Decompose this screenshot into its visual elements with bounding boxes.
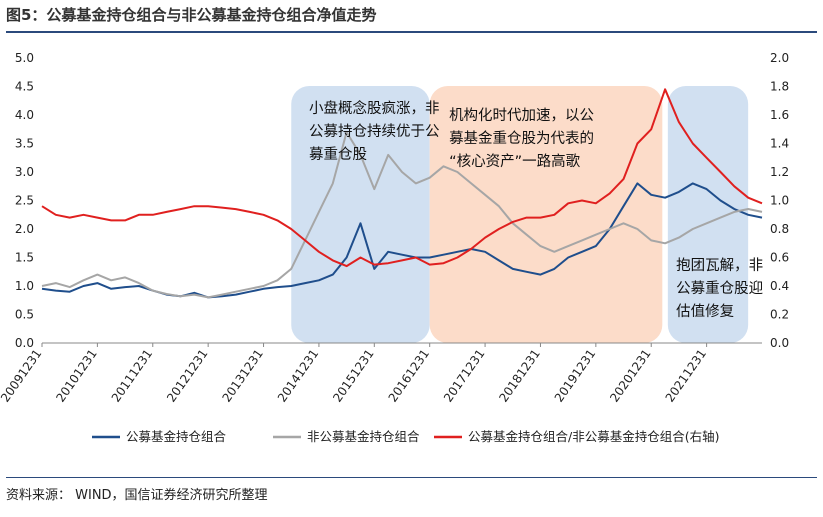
annotation-line: 公募持仓持续优于公 (309, 123, 440, 140)
right-axis-tick: 1.8 (770, 80, 789, 94)
shaded-region-2 (429, 86, 663, 343)
right-axis-tick: 1.4 (770, 137, 789, 151)
x-axis-tick: 20151231 (330, 347, 377, 405)
annotation-2: 机构化时代加速，以公募基金重仓股为代表的 “核心资产”一路高歌 (449, 107, 594, 170)
right-axis-tick: 0.6 (770, 251, 789, 265)
figure-title: 图5：公募基金持仓组合与非公募基金持仓组合净值走势 (6, 6, 377, 24)
left-axis-tick: 2.5 (15, 194, 34, 208)
source-note: 资料来源： WIND，国信证券经济研究所整理 (6, 488, 268, 503)
annotation-line: “核心资产”一路高歌 (449, 153, 581, 170)
x-axis-tick: 20101231 (53, 347, 100, 405)
left-axis-tick: 3.5 (15, 137, 34, 151)
right-axis-tick: 0.4 (770, 279, 789, 293)
left-axis-tick: 3.0 (15, 165, 34, 179)
x-axis-tick: 20111231 (109, 347, 156, 405)
annotation-line: 估值修复 (676, 302, 734, 320)
right-axis-tick: 1.2 (770, 165, 789, 179)
left-axis-tick: 1.0 (15, 279, 34, 293)
x-axis-tick: 20131231 (219, 347, 266, 405)
left-axis-tick: 4.0 (15, 108, 34, 122)
right-axis-tick: 0.2 (770, 308, 789, 322)
x-axis-tick: 20121231 (164, 347, 211, 405)
x-axis-tick: 20211231 (663, 347, 710, 405)
left-axis-tick: 1.5 (15, 251, 34, 265)
right-axis-tick: 2.0 (770, 51, 789, 65)
right-axis-tick: 0.0 (770, 336, 789, 350)
left-axis-tick: 4.5 (15, 80, 34, 94)
shaded-region-1 (291, 86, 430, 343)
source-rule (6, 477, 817, 478)
legend: 公募基金持仓组合 非公募基金持仓组合 公募基金持仓组合/非公募基金持仓组合(右轴) (92, 429, 719, 444)
x-axis-tick: 20141231 (275, 347, 322, 405)
annotation-line: 机构化时代加速，以公 (449, 107, 594, 124)
right-axis-tick: 0.8 (770, 222, 789, 236)
left-axis-tick: 2.0 (15, 222, 34, 236)
line-chart: 0.0 0.5 1.0 1.5 2.0 2.5 3.0 3.5 4.0 4.5 5.0 0.0 0.2 0… (0, 51, 789, 444)
left-axis-tick: 0.5 (15, 308, 34, 322)
annotation-1: 小盘概念股疯涨，非公募持仓持续优于公募重仓股 (309, 99, 440, 163)
x-axis-tick: 20161231 (386, 347, 433, 405)
x-axis-tick: 20171231 (441, 347, 488, 405)
shaded-region-3 (667, 86, 749, 343)
title-rule (6, 31, 817, 33)
annotation-line: 募重仓股 (309, 146, 367, 163)
left-axis-tick: 5.0 (15, 51, 34, 65)
annotations: 小盘概念股疯涨，非公募持仓持续优于公募重仓股机构化时代加速，以公募基金重仓股为代… (309, 99, 763, 320)
series-lines (41, 88, 763, 299)
series-line-2 (41, 131, 763, 299)
annotation-line: 公募重仓股迎 (676, 280, 763, 297)
shaded-regions (291, 86, 749, 343)
x-axis-tick: 20191231 (552, 347, 599, 405)
annotation-line: 抱团瓦解，非 (676, 257, 763, 274)
x-axis-tick: 20201231 (607, 347, 654, 405)
annotation-line: 募基金重仓股为代表的 (449, 130, 594, 147)
annotation-3: 抱团瓦解，非公募重仓股迎估值修复 (676, 257, 763, 320)
legend-label-1: 公募基金持仓组合 (126, 429, 227, 444)
right-axis-tick: 1.0 (770, 194, 789, 208)
x-axis-tick: 20181231 (496, 347, 543, 405)
legend-label-3: 公募基金持仓组合/非公募基金持仓组合(右轴) (468, 429, 719, 444)
annotation-line: 小盘概念股疯涨，非 (309, 99, 440, 117)
x-axis-tick: 20091231 (0, 347, 44, 405)
left-axis-tick: 0.0 (15, 336, 34, 350)
series-line-3 (41, 88, 763, 268)
right-axis-tick: 1.6 (770, 108, 789, 122)
legend-label-2: 非公募基金持仓组合 (307, 429, 420, 444)
